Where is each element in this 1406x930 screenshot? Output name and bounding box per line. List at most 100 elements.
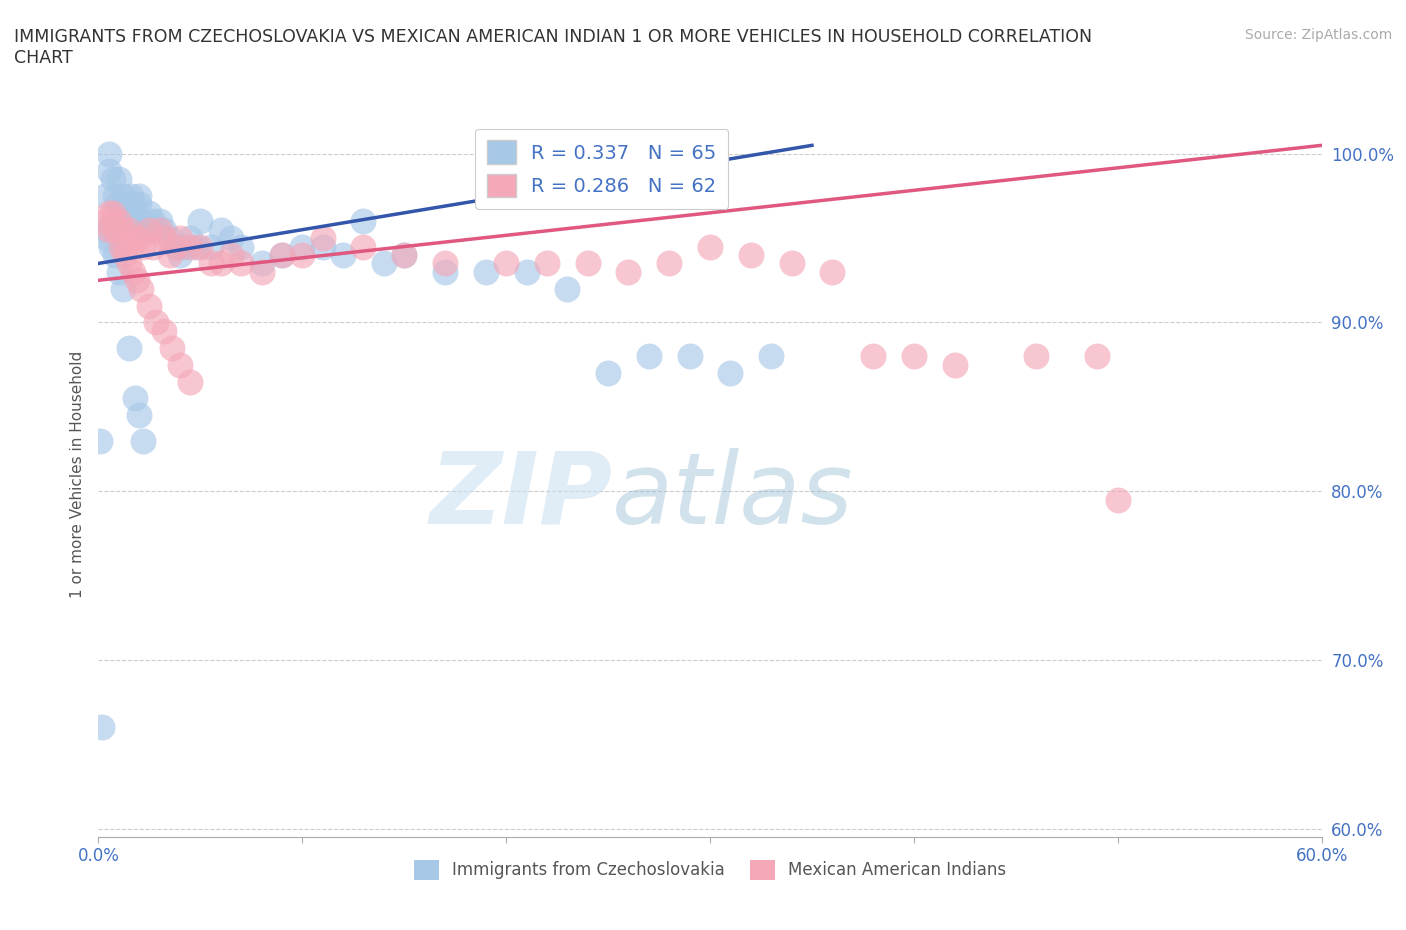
Point [128,189,150,204]
Point [943,357,966,372]
Point [617,264,640,279]
Point [114,197,136,212]
Point [169,357,191,372]
Point [110,239,132,254]
Point [270,247,294,262]
Point [105,197,128,212]
Point [91,720,114,735]
Point [122,197,145,212]
Point [1107,492,1129,507]
Point [129,281,152,296]
Legend: Immigrants from Czechoslovakia, Mexican American Indians: Immigrants from Czechoslovakia, Mexican … [408,853,1012,886]
Point [555,281,579,296]
Point [169,247,191,262]
Point [118,222,141,237]
Point [108,172,131,187]
Point [270,247,294,262]
Point [114,247,136,262]
Point [149,222,172,237]
Point [219,247,242,262]
Point [658,256,681,271]
Point [516,264,538,279]
Point [142,239,165,254]
Point [149,214,172,229]
Point [101,214,124,229]
Point [740,247,762,262]
Point [124,231,146,246]
Point [96,231,118,246]
Point [159,247,181,262]
Point [111,189,134,204]
Point [128,231,150,246]
Point [373,256,395,271]
Point [97,222,120,237]
Point [152,324,174,339]
Point [132,433,155,448]
Point [250,264,273,279]
Point [93,214,115,229]
Point [179,239,201,254]
Point [124,206,146,220]
Point [291,239,314,254]
Point [124,391,146,405]
Point [186,239,208,254]
Point [105,222,128,237]
Point [718,365,742,380]
Point [179,374,201,389]
Point [118,256,141,271]
Point [392,247,416,262]
Point [761,349,783,364]
Point [114,239,136,254]
Point [495,256,517,271]
Point [134,222,156,237]
Point [128,197,150,212]
Point [145,222,167,237]
Point [104,222,127,237]
Point [536,256,558,271]
Point [188,214,212,229]
Point [200,256,222,271]
Point [97,206,120,220]
Point [679,349,702,364]
Point [165,239,187,254]
Point [159,231,181,246]
Point [145,315,167,330]
Point [699,239,721,254]
Point [291,247,314,262]
Point [138,222,160,237]
Point [128,408,150,423]
Point [122,264,145,279]
Point [219,231,242,246]
Point [179,231,201,246]
Text: Source: ZipAtlas.com: Source: ZipAtlas.com [1244,28,1392,42]
Point [173,239,195,254]
Point [138,299,160,313]
Text: IMMIGRANTS FROM CZECHOSLOVAKIA VS MEXICAN AMERICAN INDIAN 1 OR MORE VEHICLES IN : IMMIGRANTS FROM CZECHOSLOVAKIA VS MEXICA… [14,28,1092,67]
Point [1025,349,1047,364]
Point [104,247,127,262]
Point [108,206,131,220]
Point [165,239,187,254]
Point [392,247,416,262]
Point [127,272,149,287]
Point [434,264,457,279]
Point [101,172,124,187]
Point [231,239,253,254]
Point [862,349,884,364]
Point [124,214,146,229]
Point [101,206,124,220]
Point [160,340,183,355]
Text: atlas: atlas [612,447,853,545]
Point [169,231,191,246]
Point [118,340,141,355]
Point [142,214,165,229]
Point [108,264,131,279]
Y-axis label: 1 or more Vehicles in Household: 1 or more Vehicles in Household [69,351,84,598]
Point [231,256,253,271]
Point [97,163,120,178]
Point [152,222,174,237]
Point [132,239,155,254]
Point [821,264,844,279]
Point [97,146,120,161]
Point [100,239,122,254]
